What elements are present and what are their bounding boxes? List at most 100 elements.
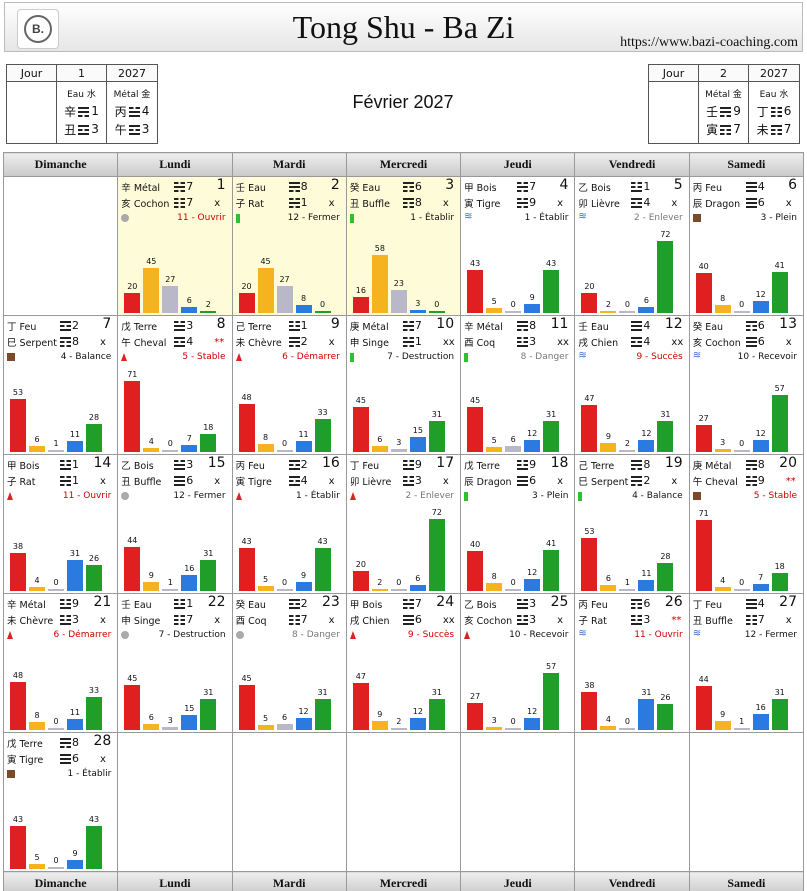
calendar-day[interactable]: 壬 Eau 戌 Chien 4 4 xx 12 ≋ 9 - Succès 47 9 2 12 31 (574, 315, 690, 455)
stem-element: Feu (245, 461, 265, 472)
day-content: 壬 Eau 戌 Chien 4 4 xx 12 ≋ 9 - Succès 47 9 2 12 31 (575, 316, 688, 454)
day-content: 戊 Terre 午 Cheval 3 4 ** 8 5 - Stable 71 4 0 7 18 (118, 316, 231, 454)
calendar-day[interactable]: 戊 Terre 午 Cheval 3 4 ** 8 5 - Stable 71 4 0 7 18 (117, 315, 233, 455)
calendar-day[interactable]: 辛 Métal 酉 Coq 8 3 xx 11 8 - Danger 45 5 6 12 31 (460, 315, 576, 455)
day-content: 丙 Feu 辰 Dragon 4 6 x 6 3 - Plein 40 8 0 12 41 (690, 177, 803, 315)
site-url[interactable]: https://www.bazi-coaching.com (620, 35, 798, 50)
day-branch: 午 (121, 338, 131, 349)
weekday-footer: Vendredi (574, 871, 690, 891)
chart-bar (409, 718, 426, 730)
day-branch: 申 (121, 616, 131, 627)
chart-value: 20 (241, 282, 252, 291)
marker: x (557, 476, 564, 487)
logo[interactable]: B. (17, 9, 59, 49)
trigram-icon (174, 614, 186, 625)
calendar-day[interactable]: 乙 Bois 卯 Lièvre 1 4 x 5 ≋ 2 - Enlever 20 2 0 6 72 (574, 176, 690, 316)
officer-label: 3 - Plein (532, 491, 569, 501)
hexagram-number: 3 (186, 458, 194, 471)
chart-bar (371, 721, 388, 730)
calendar-day[interactable]: 壬 Eau 申 Singe 1 7 x 22 7 - Destruction 45 6 3 15 31 (117, 593, 233, 733)
calendar-day[interactable]: 丙 Feu 寅 Tigre 2 4 x 16 1 - Établir 43 5 0 9 43 (231, 454, 347, 594)
calendar-day[interactable]: 癸 Eau 亥 Cochon 6 6 x 13 ≋ 10 - Recevoir 27 3 0 12 57 (688, 315, 805, 455)
day-number: 24 (436, 594, 455, 610)
stem-element: Eau (587, 322, 609, 333)
branch-animal: Tigre (473, 199, 501, 210)
chart-value: 33 (88, 686, 100, 695)
marker: x (557, 198, 564, 209)
calendar-day[interactable]: 癸 Eau 丑 Buffle 6 8 x 3 1 - Établir 16 58 23 3 0 (345, 176, 462, 316)
chart-bar (295, 441, 312, 452)
officer-label: 11 - Ouvrir (634, 630, 683, 640)
trigram-icon (60, 320, 71, 331)
trigram-icon (770, 106, 782, 117)
chart-bar (714, 305, 731, 313)
calendar-day[interactable]: 己 Terre 未 Chèvre 1 2 x 9 6 - Démarrer 48 8 0 11 33 (231, 315, 347, 455)
calendar-day[interactable]: 丁 Feu 卯 Lièvre 9 3 x 17 2 - Enlever 20 2 0 6 72 (345, 454, 462, 594)
stem-line: 甲 Bois (464, 180, 496, 194)
chart-bar (124, 381, 141, 452)
calendar-day[interactable]: 庚 Métal 午 Cheval 8 9 ** 20 5 - Stable 71 4 0 7 18 (688, 454, 805, 594)
hexagram-number: 7 (757, 613, 765, 626)
chart-bar (48, 728, 64, 730)
calendar-day[interactable]: 己 Terre 巳 Serpent 8 2 x 19 4 - Balance 53 6 1 11 28 (574, 454, 690, 594)
calendar-day[interactable]: 甲 Bois 子 Rat 1 1 x 14 11 - Ouvrir 38 4 0 31 26 (2, 454, 119, 594)
stem-line: 己 Terre (236, 319, 272, 333)
trigram-icon (631, 475, 643, 486)
stem-element: Eau (245, 600, 266, 611)
calendar-day[interactable]: 乙 Bois 亥 Cochon 3 3 x 25 10 - Recevoir 27 3 0 12 57 (460, 593, 576, 733)
calendar-day[interactable]: 辛 Métal 未 Chèvre 9 3 x 21 6 - Démarrer 48 8 0 11 33 (2, 593, 119, 733)
chart-bar (771, 699, 788, 730)
calendar-day[interactable]: 壬 Eau 子 Rat 8 1 x 2 12 - Fermer 20 45 27 8 0 (231, 176, 347, 316)
hexagram-number: 6 (414, 180, 422, 193)
day-content: 庚 Métal 午 Cheval 8 9 ** 20 5 - Stable 71 4 0 7 18 (690, 455, 803, 593)
calendar-day[interactable]: 戊 Terre 辰 Dragon 9 6 x 18 3 - Plein 40 8 0 12 41 (460, 454, 576, 594)
calendar-cell-empty (117, 732, 233, 872)
bar-icon (464, 492, 469, 501)
calendar-day[interactable]: 甲 Bois 寅 Tigre 7 9 x 4 ≋ 1 - Établir 43 5 0 9 43 (460, 176, 576, 316)
day-content: 癸 Eau 酉 Coq 2 7 x 23 8 - Danger 45 5 6 12 31 (233, 594, 346, 732)
calendar-day[interactable]: 丁 Feu 巳 Serpent 2 8 x 7 4 - Balance 53 6 1 11 28 (2, 315, 119, 455)
square-icon (692, 492, 701, 500)
hexagram-number: 7 (414, 597, 422, 610)
calendar-day[interactable]: 乙 Bois 丑 Buffle 3 6 x 15 12 - Fermer 44 9 1 16 31 (117, 454, 233, 594)
chart-bar (86, 424, 102, 452)
year-branch: 午 (114, 122, 127, 137)
trigram-icon (128, 106, 140, 117)
chart-value: 12 (527, 707, 538, 716)
calendar-day[interactable]: 丁 Feu 丑 Buffle 4 7 x 27 ≋ 12 - Fermer 44 9 1 16 31 (688, 593, 805, 733)
calendar-day[interactable]: 癸 Eau 酉 Coq 2 7 x 23 8 - Danger 45 5 6 12 31 (231, 593, 347, 733)
calendar-day[interactable]: 丙 Feu 辰 Dragon 4 6 x 6 3 - Plein 40 8 0 12 41 (688, 176, 805, 316)
chart-bar (524, 304, 541, 313)
branch-animal: Dragon (702, 199, 741, 210)
hexagram-number: 4 (643, 196, 651, 209)
officer-label: 10 - Recevoir (509, 630, 569, 640)
hexagram-number: 6 (757, 196, 765, 209)
calendar-day[interactable]: 甲 Bois 戌 Chien 7 6 xx 24 9 - Succès 47 9 2 12 31 (345, 593, 462, 733)
branch-animal: Singe (359, 338, 389, 349)
marker: ** (785, 476, 796, 487)
hexagram-number: 3 (186, 319, 194, 332)
chart-value: 1 (739, 717, 745, 726)
branch-line: 申 Singe (350, 335, 389, 349)
marker: x (671, 198, 678, 209)
calendar-day[interactable]: 戊 Terre 寅 Tigre 8 6 x 28 1 - Établir 43 5 0 9 43 (2, 732, 119, 872)
branch-animal: Singe (130, 616, 161, 627)
bar-icon (349, 353, 354, 362)
year-stem: 丁 (756, 104, 769, 119)
chart-bar (352, 297, 369, 313)
day-content: 乙 Bois 丑 Buffle 3 6 x 15 12 - Fermer 44 9 1 16 31 (118, 455, 231, 593)
trigram-icon (631, 459, 643, 470)
calendar-day[interactable]: 庚 Métal 申 Singe 7 1 xx 10 7 - Destruction 45 6 3 1… (345, 315, 462, 455)
chart-value: 72 (660, 230, 671, 239)
calendar-day[interactable]: 辛 Métal 亥 Cochon 7 7 x 1 11 - Ouvrir 20 45 27 6 2 (117, 176, 233, 316)
day-content: 甲 Bois 子 Rat 1 1 x 14 11 - Ouvrir 38 4 0 31 26 (4, 455, 117, 593)
calendar-day[interactable]: 丙 Feu 子 Rat 6 3 ** 26 ≋ 11 - Ouvrir 38 4 0 31 26 (574, 593, 690, 733)
trigram-icon (60, 598, 71, 609)
chart-value: 3 (720, 438, 726, 447)
chart-bar (581, 538, 598, 591)
chart-value: 72 (431, 508, 442, 517)
calendar-cell-empty (345, 732, 462, 872)
hexagram-number: 8 (643, 458, 651, 471)
chart-value: 44 (127, 536, 138, 545)
